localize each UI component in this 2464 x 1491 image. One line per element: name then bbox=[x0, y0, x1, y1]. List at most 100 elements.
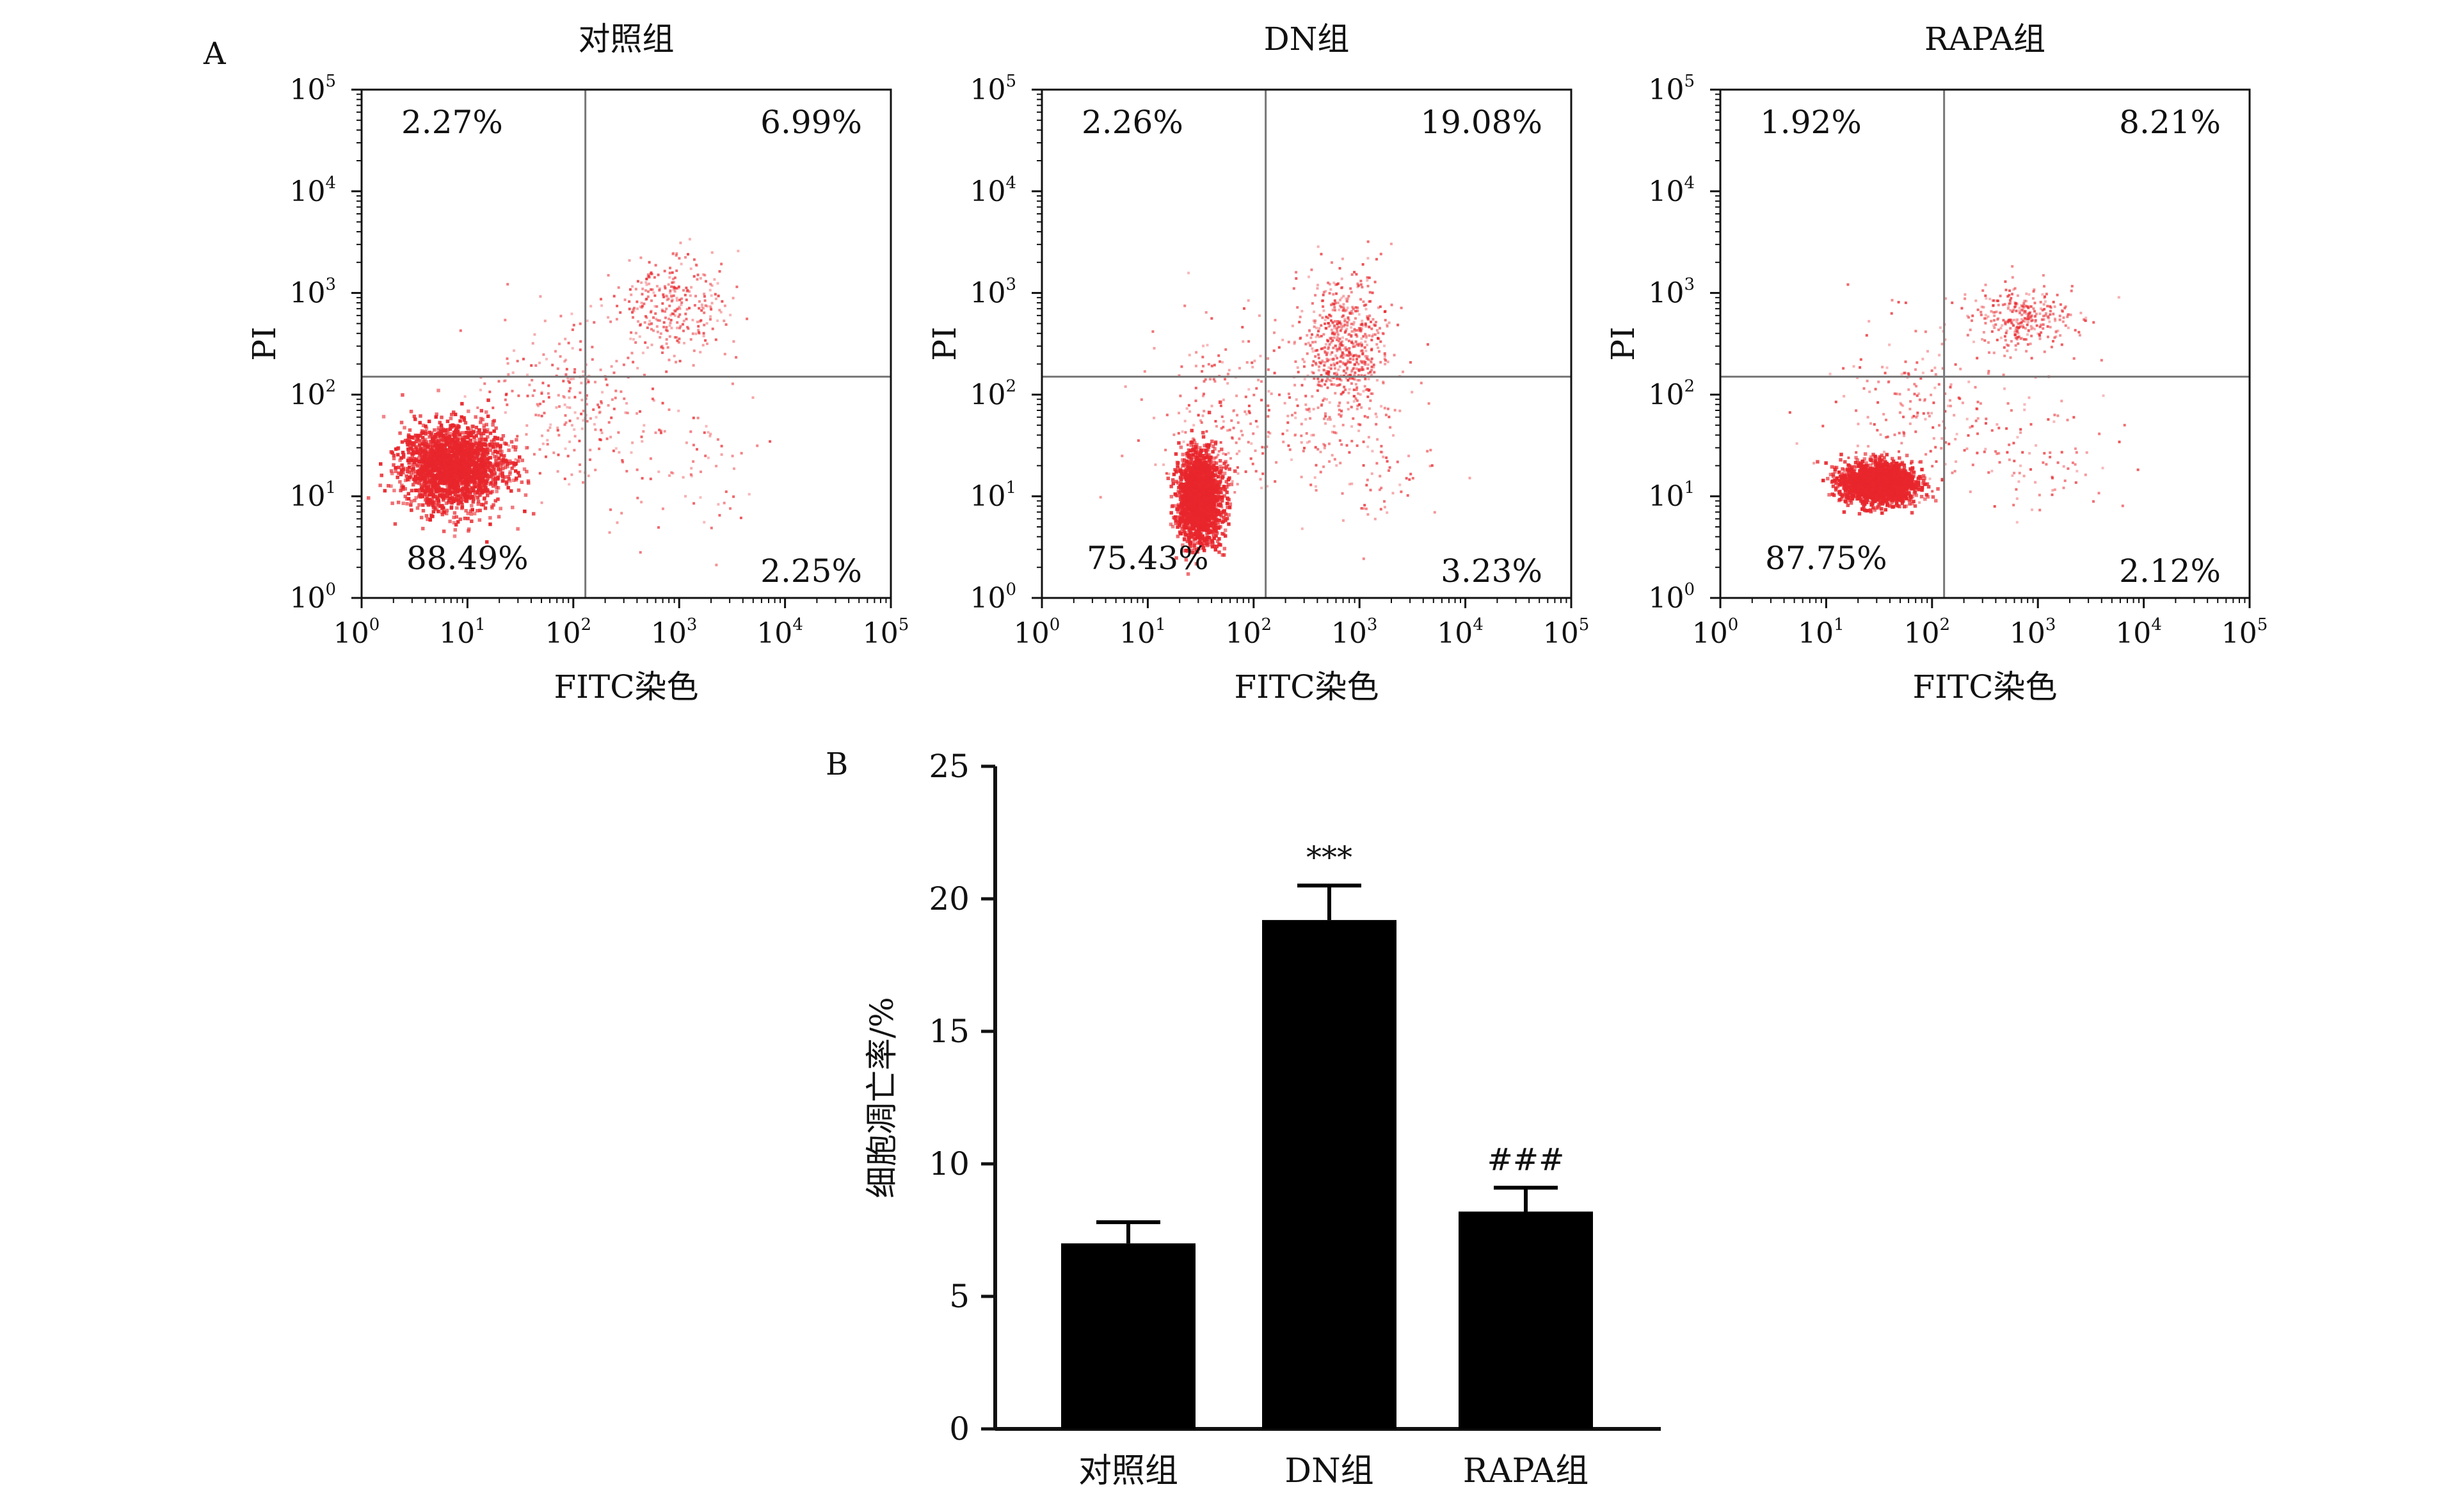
data-point-pop2 bbox=[723, 353, 726, 356]
y-tick-label: 105 bbox=[289, 72, 336, 106]
data-point-pop3 bbox=[506, 403, 509, 407]
data-point-pop1 bbox=[1194, 459, 1198, 463]
data-point-pop1 bbox=[473, 485, 477, 489]
data-point-pop4 bbox=[652, 387, 654, 391]
data-point-pop1 bbox=[1217, 503, 1222, 507]
data-point-pop3 bbox=[579, 340, 582, 343]
data-point-pop2 bbox=[680, 303, 683, 307]
data-point-pop2 bbox=[708, 289, 712, 292]
data-point-pop2 bbox=[628, 259, 631, 262]
data-point-pop2 bbox=[672, 294, 675, 297]
data-point-pop3 bbox=[504, 398, 507, 401]
data-point-pop1 bbox=[413, 499, 417, 503]
data-point-pop1 bbox=[440, 512, 445, 517]
data-point-pop2 bbox=[1327, 316, 1329, 319]
data-point-pop2 bbox=[640, 306, 643, 309]
data-point-pop1 bbox=[1215, 531, 1219, 535]
data-point-pop1 bbox=[1208, 483, 1212, 487]
data-point-pop1 bbox=[1181, 543, 1185, 547]
data-point-pop1 bbox=[409, 444, 413, 449]
data-point-pop2 bbox=[1350, 371, 1353, 374]
data-point-pop1 bbox=[442, 461, 445, 465]
data-point-pop1 bbox=[458, 495, 463, 499]
data-point-pop1 bbox=[1180, 469, 1183, 474]
data-point-pop1 bbox=[435, 478, 439, 482]
data-point-pop1 bbox=[470, 504, 474, 508]
data-point-pop1 bbox=[435, 454, 439, 458]
data-point-pop2 bbox=[1364, 350, 1368, 353]
data-point-pop1 bbox=[507, 477, 511, 481]
data-point-pop4 bbox=[692, 460, 695, 463]
data-point-pop2 bbox=[655, 318, 658, 321]
data-point-pop1 bbox=[454, 492, 458, 496]
data-point-pop1 bbox=[1211, 522, 1215, 526]
data-point-pop1 bbox=[1196, 541, 1199, 545]
data-point-pop2 bbox=[683, 342, 685, 344]
data-point-pop4 bbox=[700, 471, 702, 473]
data-point-pop1 bbox=[466, 517, 470, 520]
data-point-pop2 bbox=[671, 281, 674, 284]
data-point-pop4 bbox=[729, 507, 732, 510]
data-point-pop3 bbox=[609, 435, 612, 439]
data-point-pop1 bbox=[450, 501, 454, 505]
data-point-pop1 bbox=[392, 488, 396, 492]
data-point-pop1 bbox=[470, 445, 474, 449]
data-point-pop1 bbox=[1210, 467, 1214, 471]
data-point-pop3 bbox=[578, 439, 581, 442]
data-point-pop1 bbox=[406, 443, 410, 447]
data-point-pop1 bbox=[463, 444, 467, 448]
data-point-pop1 bbox=[462, 439, 466, 444]
data-point-pop2 bbox=[659, 430, 662, 433]
data-point-pop3 bbox=[534, 364, 538, 367]
data-point-pop1 bbox=[486, 465, 490, 469]
data-point-pop1 bbox=[524, 493, 528, 497]
data-point-pop1 bbox=[1199, 451, 1203, 455]
data-point-pop4 bbox=[716, 438, 719, 441]
data-point-pop1 bbox=[1198, 513, 1202, 517]
data-point-pop1 bbox=[1179, 485, 1183, 490]
data-point-pop4 bbox=[707, 456, 710, 460]
data-point-pop3 bbox=[531, 394, 534, 398]
data-point-pop1 bbox=[1219, 469, 1223, 473]
data-point-pop1 bbox=[420, 435, 425, 440]
data-point-pop1 bbox=[410, 508, 413, 512]
data-point-pop2 bbox=[656, 319, 659, 322]
data-point-pop1 bbox=[477, 437, 481, 442]
data-point-pop1 bbox=[410, 454, 415, 458]
data-point-pop1 bbox=[423, 480, 427, 483]
data-point-pop1 bbox=[416, 472, 420, 476]
data-point-pop1 bbox=[429, 492, 433, 496]
data-point-pop1 bbox=[429, 463, 433, 467]
data-point-pop1 bbox=[486, 398, 490, 402]
data-point-pop1 bbox=[505, 462, 509, 466]
data-point-pop1 bbox=[424, 431, 428, 436]
data-point-pop1 bbox=[1176, 464, 1180, 468]
data-point-pop4 bbox=[684, 495, 687, 498]
data-point-pop1 bbox=[478, 493, 483, 497]
data-point-pop3 bbox=[531, 378, 534, 382]
data-point-pop1 bbox=[436, 431, 441, 435]
data-point-pop1 bbox=[1218, 459, 1222, 463]
data-point-pop1 bbox=[1222, 515, 1226, 520]
data-point-pop1 bbox=[426, 470, 430, 474]
data-point-pop1 bbox=[1212, 505, 1215, 509]
data-point-pop3 bbox=[585, 403, 588, 406]
data-point-pop1 bbox=[426, 449, 430, 453]
data-point-pop1 bbox=[419, 414, 422, 418]
data-point-pop1 bbox=[428, 485, 433, 488]
data-point-pop1 bbox=[441, 495, 445, 499]
data-point-pop1 bbox=[1196, 519, 1200, 522]
data-point-pop1 bbox=[1214, 513, 1218, 517]
data-point-pop1 bbox=[468, 488, 472, 492]
data-point-pop1 bbox=[1202, 494, 1206, 497]
data-point-pop1 bbox=[486, 428, 490, 431]
data-point-pop1 bbox=[1196, 501, 1201, 505]
data-point-pop2 bbox=[675, 254, 678, 257]
data-point-pop1 bbox=[449, 480, 452, 485]
data-point-pop1 bbox=[472, 512, 477, 515]
data-point-pop1 bbox=[441, 429, 445, 433]
data-point-pop1 bbox=[1213, 473, 1217, 478]
data-point-pop1 bbox=[420, 453, 424, 457]
data-point-pop1 bbox=[433, 473, 438, 478]
data-point-pop2 bbox=[673, 314, 676, 318]
